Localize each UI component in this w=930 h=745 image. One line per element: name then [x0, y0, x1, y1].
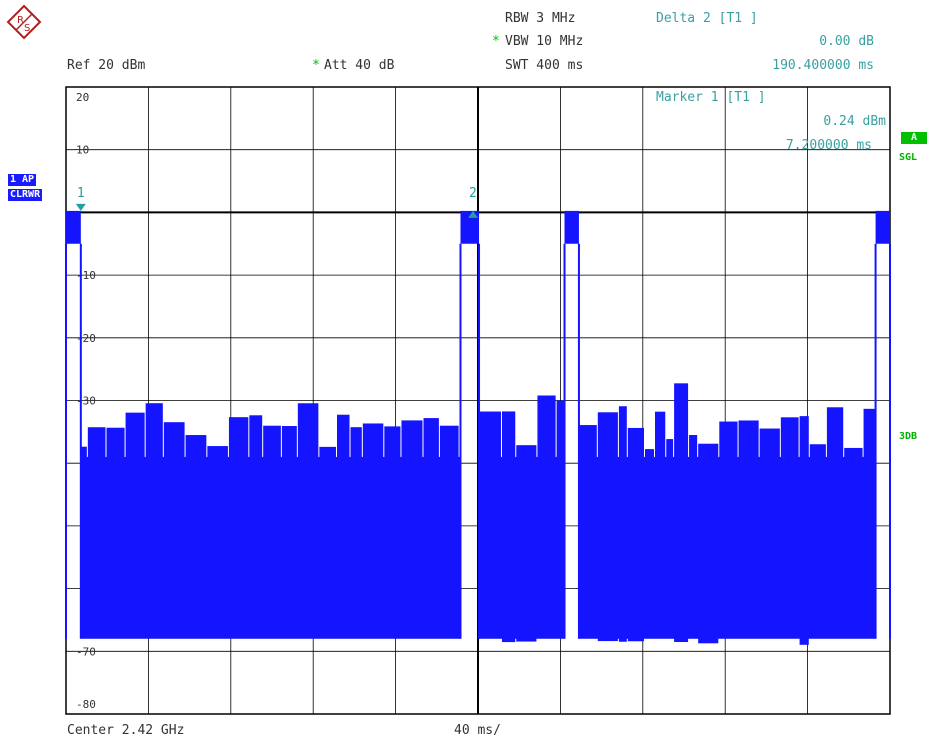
noise-spike	[537, 395, 556, 617]
noise-spike	[479, 411, 501, 613]
y-tick-label: -30	[76, 395, 96, 408]
noise-spike	[666, 439, 674, 635]
y-tick-label: -70	[76, 645, 96, 658]
noise-spike	[738, 420, 759, 623]
noise-spike	[439, 425, 459, 639]
noise-segment	[479, 395, 565, 643]
noise-spike	[719, 421, 738, 635]
rbw-label: RBW 3 MHz	[505, 11, 576, 26]
burst-block	[875, 210, 890, 244]
attenuation-label: Att 40 dB	[324, 58, 395, 73]
noise-spike	[297, 403, 319, 621]
center-frequency-label: Center 2.42 GHz	[67, 723, 185, 738]
marker-triangle	[468, 210, 479, 218]
noise-spike	[263, 425, 281, 618]
vbw-label: VBW 10 MHz	[505, 34, 584, 49]
noise-spike	[501, 411, 516, 643]
delta-marker-time: 190.400000 ms	[772, 58, 874, 73]
noise-spike	[578, 425, 597, 617]
noise-spike	[698, 443, 719, 644]
att-star-icon: *	[312, 58, 320, 73]
noise-spike	[106, 427, 125, 632]
noise-spike	[799, 416, 809, 645]
noise-spike	[423, 418, 439, 623]
noise-spike	[80, 446, 87, 616]
svg-text:S: S	[24, 23, 30, 34]
delta-marker-level: 0.00 dB	[819, 34, 874, 49]
y-tick-label: -20	[76, 332, 96, 345]
noise-spike	[844, 447, 863, 615]
noise-spike	[87, 427, 106, 636]
trace-badge: 1 AP	[8, 174, 37, 186]
noise-spike	[627, 427, 644, 642]
marker-1-time: 7.200000 ms	[785, 138, 872, 153]
burst-block	[66, 210, 81, 244]
burst-block	[564, 210, 579, 244]
noise-spike	[674, 383, 689, 642]
noise-spike	[228, 417, 249, 619]
noise-spike	[350, 427, 362, 617]
marker-label: 1	[77, 186, 85, 201]
marker-triangle	[75, 203, 86, 211]
marker-1-title: Marker 1 [T1 ]	[656, 90, 766, 105]
noise-spike	[516, 445, 537, 642]
noise-spike	[163, 422, 185, 627]
noise-spike	[401, 420, 423, 617]
noise-spike	[644, 449, 655, 633]
noise-spike	[689, 435, 698, 609]
noise-spike	[809, 444, 826, 615]
3db-indicator: 3DB	[899, 431, 918, 442]
single-sweep-indicator: SGL	[899, 152, 918, 163]
noise-spike	[384, 426, 401, 634]
noise-spike	[337, 414, 350, 624]
rohde-schwarz-logo: R S	[6, 4, 42, 40]
noise-spike	[863, 408, 876, 628]
noise-spike	[362, 423, 384, 632]
y-tick-label: 10	[76, 144, 89, 157]
y-tick-label: -10	[76, 269, 96, 282]
noise-spike	[249, 415, 263, 629]
noise-spike	[207, 446, 228, 621]
noise-spike	[319, 446, 337, 614]
noise-spike	[618, 406, 627, 642]
svg-text:R: R	[17, 15, 24, 26]
noise-spike	[125, 412, 145, 635]
noise-spike	[826, 407, 844, 629]
noise-spike	[780, 417, 799, 624]
screen-a-badge: A	[901, 132, 927, 144]
delta-marker-title: Delta 2 [T1 ]	[656, 11, 758, 26]
sweep-time-label: SWT 400 ms	[505, 58, 584, 73]
marker-label: 2	[469, 186, 477, 201]
vbw-star-icon: *	[492, 34, 500, 49]
span-per-div-label: 40 ms/	[454, 723, 501, 738]
noise-spike	[759, 428, 780, 631]
noise-spike	[185, 435, 207, 630]
y-tick-label: 20	[76, 91, 89, 104]
marker-1-level: 0.24 dBm	[823, 114, 886, 129]
noise-spike	[655, 411, 666, 629]
ref-level-label: Ref 20 dBm	[67, 58, 146, 73]
noise-spike	[556, 400, 564, 617]
noise-segment	[578, 383, 876, 645]
noise-spike	[597, 412, 618, 642]
noise-spike	[145, 403, 163, 626]
trace-mode-badge: CLRWR	[8, 189, 43, 201]
y-tick-label: -80	[76, 698, 96, 711]
noise-spike	[281, 426, 297, 615]
burst-block	[460, 210, 480, 244]
noise-segment	[80, 403, 461, 639]
